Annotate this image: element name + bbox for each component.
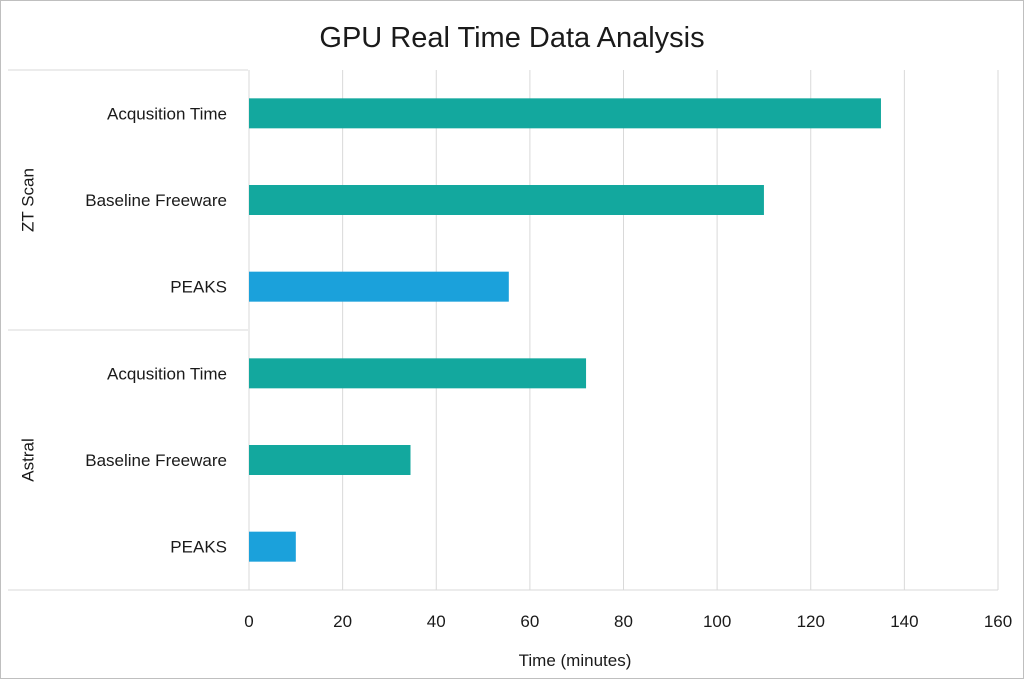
x-tick-label: 60 [520,612,539,631]
x-tick-label: 40 [427,612,446,631]
bar [249,531,296,562]
category-label: Acqusition Time [107,364,227,383]
x-tick-label: 100 [703,612,731,631]
x-tick-label: 20 [333,612,352,631]
category-label: PEAKS [170,538,227,557]
group-label: Astral [18,438,37,481]
x-axis-label: Time (minutes) [518,651,632,670]
bar [249,445,411,475]
category-label: Baseline Freeware [85,451,227,470]
bar [249,271,509,302]
x-tick-label: 160 [984,612,1012,631]
x-tick-label: 80 [614,612,633,631]
bar [249,98,881,129]
x-tick-label: 120 [797,612,825,631]
x-tick-label: 140 [890,612,918,631]
bar [249,358,587,389]
bar [249,185,764,215]
category-label: PEAKS [170,278,227,297]
x-tick-label: 0 [244,612,253,631]
category-label: Baseline Freeware [85,191,227,210]
chart-title: GPU Real Time Data Analysis [319,22,705,54]
group-label: ZT Scan [18,168,37,232]
category-label: Acqusition Time [107,104,227,123]
